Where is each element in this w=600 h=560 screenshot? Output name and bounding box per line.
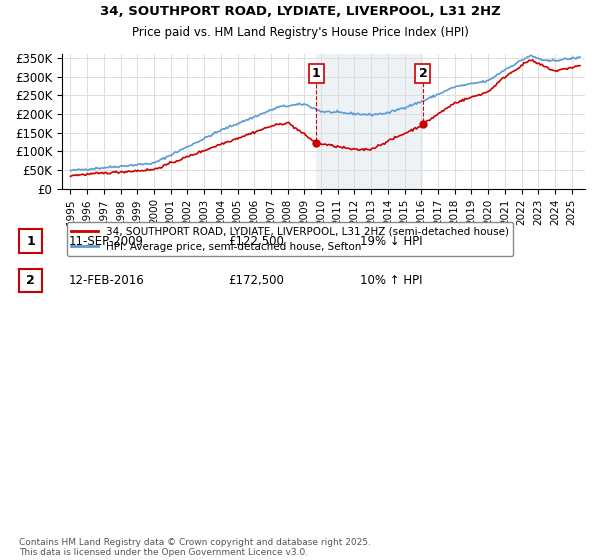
Text: 2: 2 bbox=[419, 67, 427, 80]
Legend: 34, SOUTHPORT ROAD, LYDIATE, LIVERPOOL, L31 2HZ (semi-detached house), HPI: Aver: 34, SOUTHPORT ROAD, LYDIATE, LIVERPOOL, … bbox=[67, 222, 513, 256]
Text: 10% ↑ HPI: 10% ↑ HPI bbox=[360, 274, 422, 287]
Bar bbox=[316, 54, 423, 189]
Text: 1: 1 bbox=[26, 235, 35, 248]
Text: 34, SOUTHPORT ROAD, LYDIATE, LIVERPOOL, L31 2HZ: 34, SOUTHPORT ROAD, LYDIATE, LIVERPOOL, … bbox=[100, 5, 500, 18]
Text: £172,500: £172,500 bbox=[228, 274, 284, 287]
Text: 11-SEP-2009: 11-SEP-2009 bbox=[69, 235, 144, 248]
Text: £122,500: £122,500 bbox=[228, 235, 284, 248]
Text: 2: 2 bbox=[26, 274, 35, 287]
Text: Contains HM Land Registry data © Crown copyright and database right 2025.
This d: Contains HM Land Registry data © Crown c… bbox=[19, 538, 371, 557]
Text: 12-FEB-2016: 12-FEB-2016 bbox=[69, 274, 145, 287]
Text: 1: 1 bbox=[311, 67, 320, 80]
Text: 19% ↓ HPI: 19% ↓ HPI bbox=[360, 235, 422, 248]
Text: Price paid vs. HM Land Registry's House Price Index (HPI): Price paid vs. HM Land Registry's House … bbox=[131, 26, 469, 39]
